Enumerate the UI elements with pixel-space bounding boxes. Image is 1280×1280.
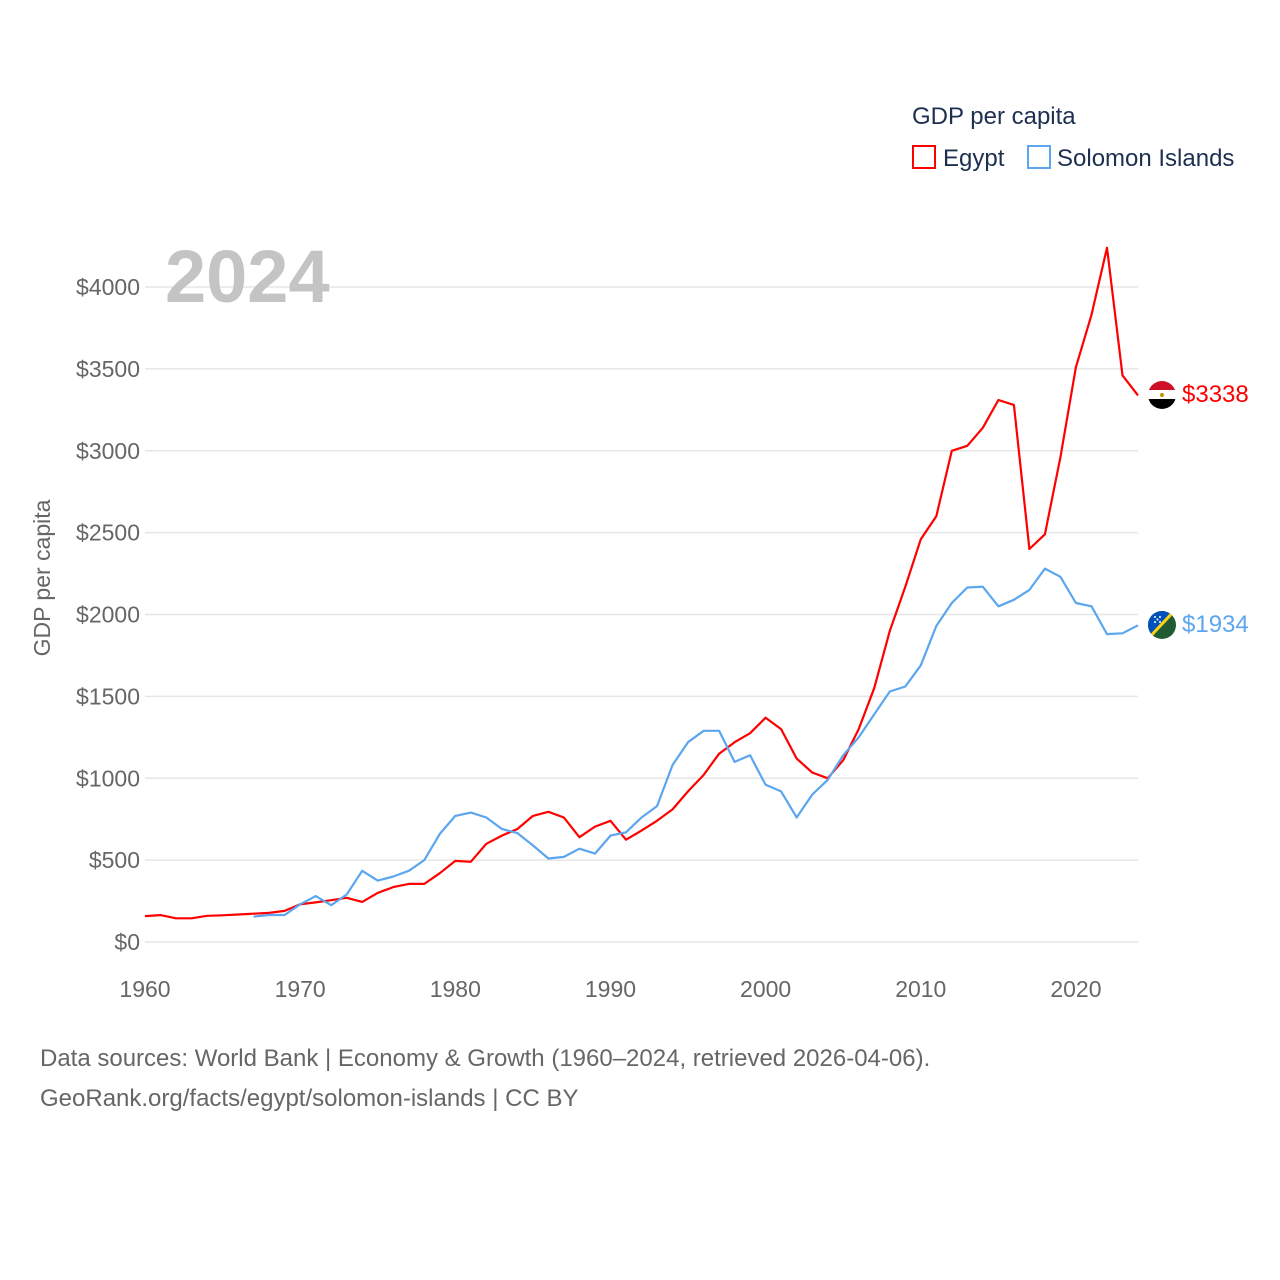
x-axis-ticks: 1960 1970 1980 1990 2000 2010 2020 [119,976,1101,1002]
y-tick-label: $500 [89,847,140,873]
solomon-islands-flag-icon [1148,611,1176,639]
y-tick-label: $3500 [76,356,140,382]
y-axis-label: GDP per capita [29,499,55,656]
y-tick-label: $4000 [76,274,140,300]
footer-attribution[interactable]: GeoRank.org/facts/egypt/solomon-islands … [40,1085,579,1112]
egypt-end-label: $3338 [1182,381,1249,408]
legend-swatch-solomon-islands [1027,145,1051,169]
series-lines [144,246,1139,920]
series-line-egypt [144,246,1139,920]
x-tick-label: 2000 [740,976,791,1002]
legend-title: GDP per capita [912,103,1076,130]
x-tick-label: 2020 [1050,976,1101,1002]
x-tick-label: 2010 [895,976,946,1002]
x-tick-label: 1960 [119,976,170,1002]
legend-label-solomon-islands: Solomon Islands [1057,145,1234,172]
gridlines [145,286,1138,943]
footer-sources: Data sources: World Bank | Economy & Gro… [40,1045,931,1072]
y-tick-label: $0 [114,929,140,955]
x-tick-label: 1990 [585,976,636,1002]
x-tick-label: 1970 [275,976,326,1002]
legend-swatch-egypt [912,145,936,169]
year-label: 2024 [165,235,330,318]
legend-label-egypt: Egypt [943,145,1005,172]
solomon-islands-end-label: $1934 [1182,611,1249,638]
y-tick-label: $2000 [76,602,140,628]
series-line-solomon-islands [253,567,1139,918]
legend: GDP per capita Egypt Solomon Islands [912,103,1234,172]
x-tick-label: 1980 [430,976,481,1002]
y-tick-label: $2500 [76,520,140,546]
y-axis-ticks: $0 $500 $1000 $1500 $2000 $2500 $3000 $3500 $400… [76,274,140,955]
y-tick-label: $3000 [76,438,140,464]
egypt-flag-icon [1148,381,1176,409]
y-tick-label: $1500 [76,683,140,709]
y-tick-label: $1000 [76,765,140,791]
end-labels: $3338 $1934 [1148,381,1249,639]
